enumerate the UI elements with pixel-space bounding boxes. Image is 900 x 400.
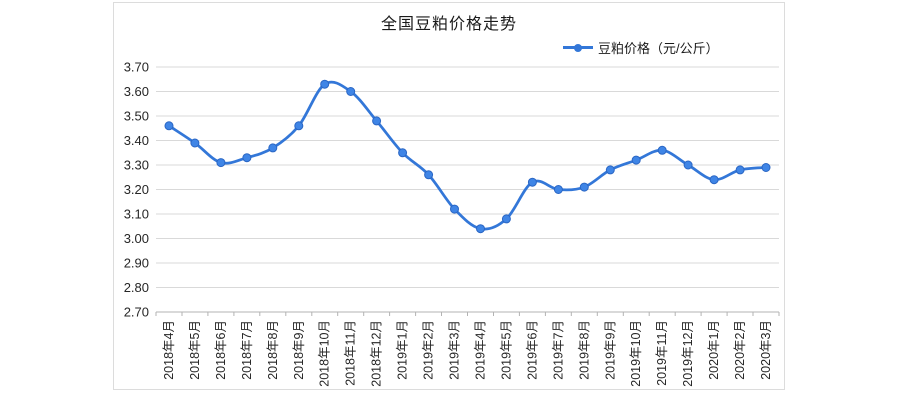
x-axis-tick-label: 2020年1月 [707,320,721,380]
legend: 豆粕价格（元/公斤） [563,38,719,57]
x-axis-tick-label: 2019年5月 [499,320,513,380]
data-point-marker [372,116,382,126]
data-point-marker [398,148,408,158]
y-axis-tick-label: 3.40 [124,133,149,148]
data-point-marker [605,165,615,175]
x-axis-tick-label: 2019年8月 [577,320,591,380]
legend-line-marker-icon [563,43,593,52]
x-axis-tick-label: 2018年8月 [266,320,280,380]
x-axis-tick-label: 2019年7月 [551,320,565,380]
data-point-marker [735,165,745,175]
legend-label: 豆粕价格（元/公斤） [598,41,719,56]
y-axis-tick-label: 3.60 [124,84,149,99]
x-axis-tick-label: 2018年6月 [214,320,228,380]
data-point-marker [657,145,667,155]
chart-title: 全国豆粕价格走势 [380,16,517,33]
x-axis-tick-label: 2019年2月 [422,320,436,380]
x-axis-tick-label: 2018年10月 [318,320,332,387]
x-axis-tick-label: 2018年9月 [292,320,306,380]
data-point-marker [476,224,485,234]
x-axis-tick-label: 2018年5月 [188,320,202,380]
x-axis-tick-label: 2020年3月 [759,320,773,380]
data-point-marker [346,87,356,96]
data-point-marker [164,121,174,131]
data-point-marker [683,160,693,170]
data-point-marker [631,155,641,165]
data-point-marker [216,158,226,168]
x-axis-tick-label: 2018年11月 [344,320,358,386]
data-point-marker [527,177,537,187]
data-point-marker [424,170,434,180]
x-axis-tick-label: 2019年4月 [474,320,488,380]
data-point-marker [579,182,589,192]
x-axis-tick-label: 2019年6月 [525,320,539,380]
y-axis-tick-label: 2.80 [124,280,149,295]
data-point-marker [553,185,563,194]
y-axis-tick-label: 3.20 [124,182,149,197]
x-axis-tick-label: 2019年3月 [448,320,462,380]
x-axis-tick-label: 2019年1月 [396,320,410,380]
y-axis-tick-label: 2.70 [124,305,149,320]
data-point-marker [450,204,459,214]
x-axis-tick-label: 2019年12月 [681,320,695,387]
data-point-marker [242,153,252,163]
x-axis-tick-label: 2019年9月 [603,320,617,380]
y-axis-tick-label: 3.30 [124,158,149,173]
data-point-marker [501,214,511,224]
y-axis-tick-label: 3.00 [124,231,149,246]
data-point-marker [320,79,330,89]
x-axis-tick-label: 2019年11月 [655,320,669,386]
y-axis-tick-label: 3.70 [124,60,149,75]
x-axis-tick-label: 2018年4月 [162,320,176,380]
data-point-marker [190,138,200,148]
price-line-series [167,80,768,231]
x-axis-tick-label: 2018年12月 [370,320,384,387]
x-axis-tick-label: 2019年10月 [629,320,643,387]
x-axis-tick-label: 2018年7月 [240,320,254,380]
y-axis-tick-label: 3.10 [124,207,149,222]
data-point-marker [268,143,278,153]
data-point-marker [294,121,304,131]
y-axis-tick-label: 3.50 [124,109,149,124]
y-axis-tick-label: 2.90 [124,256,149,271]
x-axis-tick-label: 2020年2月 [733,320,747,380]
data-point-marker [761,163,771,172]
data-point-marker [709,175,719,185]
